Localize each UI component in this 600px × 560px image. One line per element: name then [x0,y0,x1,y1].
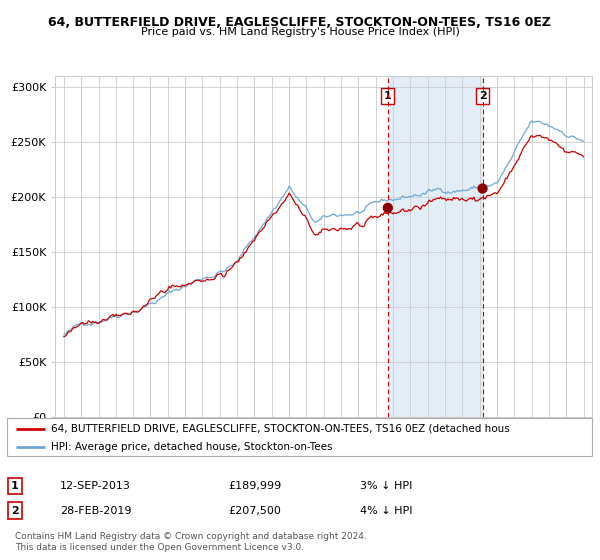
Point [478,184,487,193]
Text: £189,999: £189,999 [228,481,281,491]
Text: 64, BUTTERFIELD DRIVE, EAGLESCLIFFE, STOCKTON-ON-TEES, TS16 0EZ: 64, BUTTERFIELD DRIVE, EAGLESCLIFFE, STO… [49,16,551,29]
Text: Price paid vs. HM Land Registry's House Price Index (HPI): Price paid vs. HM Land Registry's House … [140,27,460,37]
Text: Contains HM Land Registry data © Crown copyright and database right 2024.: Contains HM Land Registry data © Crown c… [15,532,367,541]
Text: This data is licensed under the Open Government Licence v3.0.: This data is licensed under the Open Gov… [15,543,304,552]
Text: 28-FEB-2019: 28-FEB-2019 [60,506,131,516]
Text: 3% ↓ HPI: 3% ↓ HPI [360,481,412,491]
Text: 12-SEP-2013: 12-SEP-2013 [60,481,131,491]
Text: £207,500: £207,500 [228,506,281,516]
FancyBboxPatch shape [7,418,592,456]
Text: 4% ↓ HPI: 4% ↓ HPI [360,506,413,516]
Text: 64, BUTTERFIELD DRIVE, EAGLESCLIFFE, STOCKTON-ON-TEES, TS16 0EZ (detached hous: 64, BUTTERFIELD DRIVE, EAGLESCLIFFE, STO… [51,424,510,434]
Text: 1: 1 [384,91,392,101]
Text: 2: 2 [11,506,19,516]
Text: HPI: Average price, detached house, Stockton-on-Tees: HPI: Average price, detached house, Stoc… [51,442,332,452]
Text: 2: 2 [479,91,487,101]
Point [383,203,392,212]
Bar [388,76,482,417]
Text: 1: 1 [11,481,19,491]
